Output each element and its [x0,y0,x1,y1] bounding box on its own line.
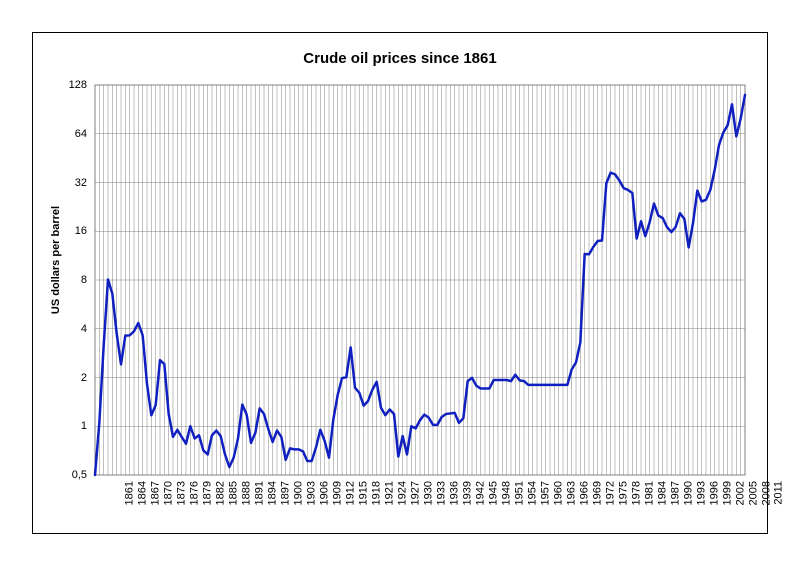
x-tick-label: 1945 [487,481,499,505]
x-tick-label: 1894 [266,481,278,505]
y-tick-label: 0,5 [72,469,87,481]
y-tick-label: 32 [75,177,87,189]
y-tick-label: 2 [81,372,87,384]
x-tick-label: 1873 [175,481,187,505]
x-tick-label: 1999 [721,481,733,505]
x-tick-label: 1915 [357,481,369,505]
x-tick-label: 2008 [760,481,772,505]
x-tick-label: 1987 [669,481,681,505]
x-tick-label: 1891 [253,481,265,505]
x-tick-label: 1951 [513,481,525,505]
x-tick-label: 1876 [188,481,200,505]
x-tick-label: 1882 [214,481,226,505]
x-tick-label: 1978 [630,481,642,505]
x-tick-label: 1957 [539,481,551,505]
x-tick-label: 1966 [578,481,590,505]
x-tick-label: 1888 [240,481,252,505]
x-tick-label: 1930 [422,481,434,505]
x-tick-label: 1885 [227,481,239,505]
y-tick-label: 4 [81,323,87,335]
x-tick-label: 1975 [617,481,629,505]
x-tick-label: 1924 [396,481,408,505]
x-tick-label: 1906 [318,481,330,505]
x-tick-label: 1993 [695,481,707,505]
y-tick-label: 8 [81,274,87,286]
x-tick-label: 1879 [201,481,213,505]
x-tick-label: 2005 [747,481,759,505]
x-tick-label: 1984 [656,481,668,505]
x-tick-label: 1972 [604,481,616,505]
y-tick-label: 1 [81,420,87,432]
x-tick-label: 1867 [149,481,161,505]
y-tick-label: 16 [75,225,87,237]
x-tick-label: 1939 [461,481,473,505]
x-tick-label: 1981 [643,481,655,505]
x-tick-label: 1870 [162,481,174,505]
x-tick-label: 1903 [305,481,317,505]
x-tick-label: 2011 [773,481,785,505]
x-tick-label: 1990 [682,481,694,505]
y-axis-label: US dollars per barrel [50,180,62,340]
x-tick-label: 1960 [552,481,564,505]
x-tick-label: 1996 [708,481,720,505]
x-tick-label: 1969 [591,481,603,505]
x-tick-label: 1861 [123,481,135,505]
x-tick-label: 1942 [474,481,486,505]
x-tick-label: 2002 [734,481,746,505]
x-tick-label: 1927 [409,481,421,505]
x-tick-label: 1912 [344,481,356,505]
chart-title: Crude oil prices since 1861 [32,50,768,67]
y-tick-label: 128 [69,79,87,91]
x-tick-label: 1864 [136,481,148,505]
x-tick-labels: 1861186418671870187318761879188218851888… [95,479,745,529]
x-tick-label: 1918 [370,481,382,505]
x-tick-label: 1909 [331,481,343,505]
chart-svg [95,85,745,475]
x-tick-label: 1936 [448,481,460,505]
x-tick-label: 1963 [565,481,577,505]
x-tick-label: 1933 [435,481,447,505]
x-tick-label: 1921 [383,481,395,505]
x-tick-label: 1954 [526,481,538,505]
x-tick-label: 1948 [500,481,512,505]
x-tick-label: 1900 [292,481,304,505]
y-tick-label: 64 [75,128,87,140]
x-tick-label: 1897 [279,481,291,505]
plot-area [95,85,745,475]
